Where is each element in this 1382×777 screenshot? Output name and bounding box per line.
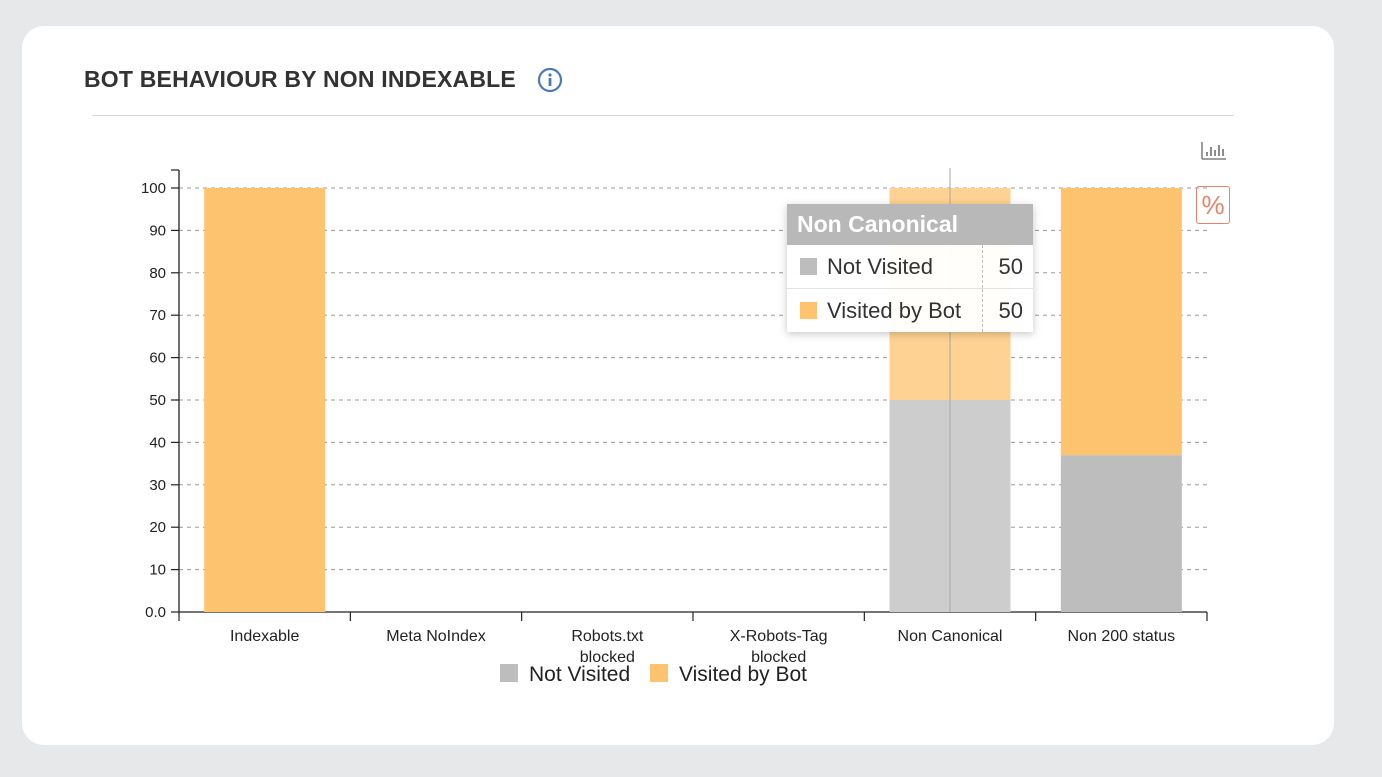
tooltip-row-value: 50 [998,254,1023,279]
tooltip-row-label: Not Visited [827,254,933,279]
x-tick-label: Indexable [230,628,299,645]
y-tick-label: 80 [149,265,166,282]
percent-toggle-button[interactable]: % [1196,186,1230,224]
tooltip-row: Not Visited 50 [787,245,1033,289]
tooltip-row-value: 50 [998,298,1023,323]
info-icon[interactable] [537,67,563,93]
y-tick-label: 10 [149,562,166,579]
x-tick-label: X-Robots-Tag blocked [730,628,828,666]
x-tick-label: Robots.txt blocked [571,628,644,666]
tooltip-row: Visited by Bot 50 [787,289,1033,332]
legend-not-visited-label: Not Visited [529,663,630,686]
y-tick-label: 50 [149,392,166,409]
tooltip-title: Non Canonical [787,204,1033,245]
x-tick-label: Non Canonical [898,628,1003,645]
y-tick-label: 60 [149,350,166,367]
not-visited-swatch [800,258,817,275]
y-tick-label: 100 [141,180,166,197]
chart-title: BOT BEHAVIOUR BY NON INDEXABLE [84,66,516,92]
y-tick-label: 70 [149,307,166,324]
bar-not-visited [1060,455,1182,612]
y-tick-label: 20 [149,519,166,536]
tooltip-separator [982,289,983,332]
y-tick-label: 0.0 [145,604,166,621]
tooltip-separator [982,245,983,288]
tooltip-row-label: Visited by Bot [827,298,962,323]
bar-visited-by-bot [204,188,326,612]
chart-tooltip: Non Canonical Not Visited 50 Visited by … [787,204,1033,332]
legend-visited-by-bot-swatch [650,664,668,682]
x-tick-label: Meta NoIndex [386,628,486,645]
title-divider [92,115,1234,116]
x-tick-label: Non 200 status [1068,628,1176,645]
y-tick-label: 40 [149,434,166,451]
y-tick-label: 30 [149,477,166,494]
visited-by-bot-swatch [800,302,817,319]
legend-not-visited-swatch [500,664,518,682]
y-tick-label: 90 [149,222,166,239]
bar-visited-by-bot [1060,188,1182,456]
bar-chart-icon[interactable] [1200,140,1228,162]
legend-visited-by-bot-label: Visited by Bot [679,663,807,686]
